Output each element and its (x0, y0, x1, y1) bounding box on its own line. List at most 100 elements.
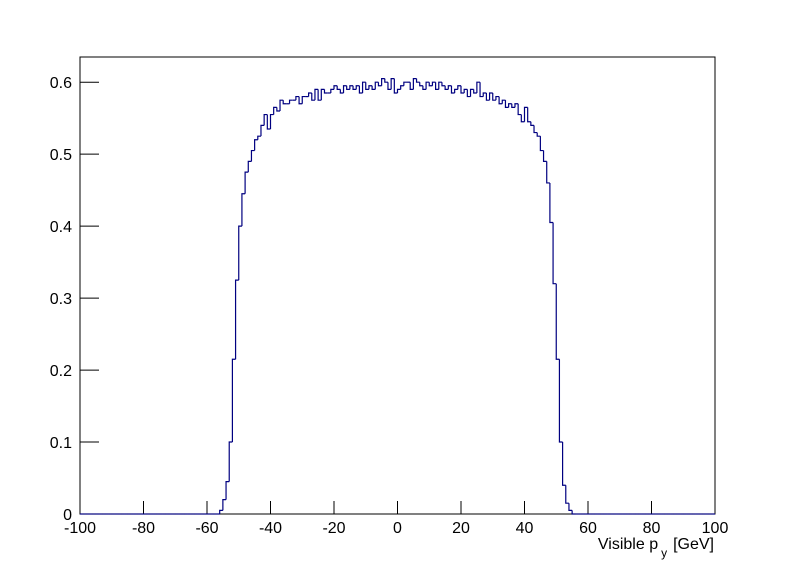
histogram-bin (412, 77, 417, 90)
histogram-bin (450, 85, 455, 94)
x-tick-label: -60 (195, 520, 218, 537)
histogram-bin (384, 78, 388, 83)
histogram-bin (238, 225, 242, 281)
histogram-bin (361, 81, 366, 93)
histogram-bin (501, 99, 506, 104)
x-tick-label: 40 (516, 520, 534, 537)
histogram-bin (225, 481, 230, 500)
histogram-bin (381, 77, 385, 86)
histogram-bin (523, 106, 528, 122)
histogram-bin (400, 85, 404, 90)
histogram-bin (352, 85, 357, 90)
histogram-bin (276, 107, 281, 112)
histogram-bin (355, 85, 360, 90)
histogram-bin (219, 509, 223, 514)
x-tick-label: -80 (132, 520, 155, 537)
x-tick-label: 20 (452, 520, 470, 537)
histogram-bin (457, 85, 461, 90)
x-axis-label: Visible p y [GeV] (598, 536, 714, 560)
histogram-bin (393, 78, 398, 94)
histogram-bin (514, 103, 519, 108)
x-tick-label: 80 (643, 520, 661, 537)
histogram-bin (349, 85, 354, 90)
histogram-bin (428, 82, 433, 87)
histogram-bin (390, 77, 395, 90)
histogram-bin (371, 85, 376, 90)
histogram-bin (555, 283, 560, 360)
histogram-bin (562, 442, 566, 486)
histogram-bin (533, 125, 538, 134)
x-label-subscript: y (661, 546, 667, 560)
histogram-bin (425, 81, 430, 90)
histogram-bin (539, 136, 544, 152)
histogram-bin (438, 81, 442, 90)
histogram-bin (415, 78, 420, 83)
histogram-bin (454, 88, 458, 93)
histogram-bin (231, 358, 236, 443)
histogram-bin (241, 193, 246, 227)
histogram-bin (463, 88, 468, 93)
histogram-bin (536, 132, 541, 137)
histogram-bin (288, 99, 293, 104)
y-tick-label: 0.3 (50, 291, 72, 308)
histogram-bin (228, 441, 233, 482)
histogram-bin (527, 107, 531, 123)
histogram-bin (263, 113, 268, 126)
histogram-bin (511, 103, 515, 108)
histogram-bin (552, 222, 557, 285)
histogram-bin (314, 88, 319, 101)
histogram-bin (266, 114, 271, 130)
histogram-bin (482, 92, 487, 97)
histogram-bin (435, 82, 439, 90)
x-label-unit: [GeV] (673, 536, 714, 553)
histogram-bin (358, 85, 363, 94)
histogram-bin (234, 279, 239, 360)
histogram-bin (473, 89, 477, 94)
histogram-bin (387, 82, 392, 90)
histogram-bin (441, 82, 446, 87)
histogram-bin (403, 81, 408, 86)
histogram-bin (460, 85, 465, 94)
histogram-bin (447, 85, 452, 90)
histogram-bin (374, 81, 379, 90)
y-tick-label: 0.2 (50, 363, 72, 380)
histogram-bin (336, 85, 341, 90)
histogram-bin (517, 103, 522, 116)
histogram-bin (250, 149, 255, 162)
histogram-bin (479, 82, 484, 98)
histogram-bin (419, 82, 423, 87)
histogram-bin (342, 85, 347, 93)
histogram-bin (377, 82, 382, 87)
histogram-bin (431, 81, 436, 86)
x-tick-label: -100 (64, 520, 96, 537)
histogram-bin (549, 182, 554, 224)
histogram-bin (476, 81, 481, 93)
histogram-bin (396, 88, 401, 93)
histogram-bin (254, 139, 258, 151)
histogram-bin (469, 88, 474, 97)
histogram-bin (422, 85, 427, 90)
histogram-bin (504, 100, 509, 108)
histogram-bin (330, 88, 334, 93)
histogram-bin (508, 103, 512, 108)
y-tick-label: 0.1 (50, 435, 72, 452)
histogram-bin (257, 135, 261, 140)
histogram-bin (558, 359, 563, 443)
histogram-bin (269, 113, 274, 129)
x-label-text: Visible p (598, 536, 658, 553)
x-tick-label: -40 (259, 520, 282, 537)
histogram-bin (317, 89, 322, 101)
histogram-bin (485, 92, 490, 101)
x-tick-label: 100 (702, 520, 729, 537)
histogram-bin (346, 85, 350, 90)
histogram-bin (488, 92, 493, 101)
histogram-bin (571, 510, 576, 515)
y-tick-label: 0.6 (50, 75, 72, 92)
y-tick-label: 0.5 (50, 147, 72, 164)
histogram-bin (282, 100, 287, 105)
histogram-bin (301, 95, 306, 104)
y-tick-label: 0 (63, 507, 72, 524)
histogram-bin (320, 88, 325, 101)
histogram-bin (298, 96, 303, 105)
histogram-bin (444, 85, 449, 90)
